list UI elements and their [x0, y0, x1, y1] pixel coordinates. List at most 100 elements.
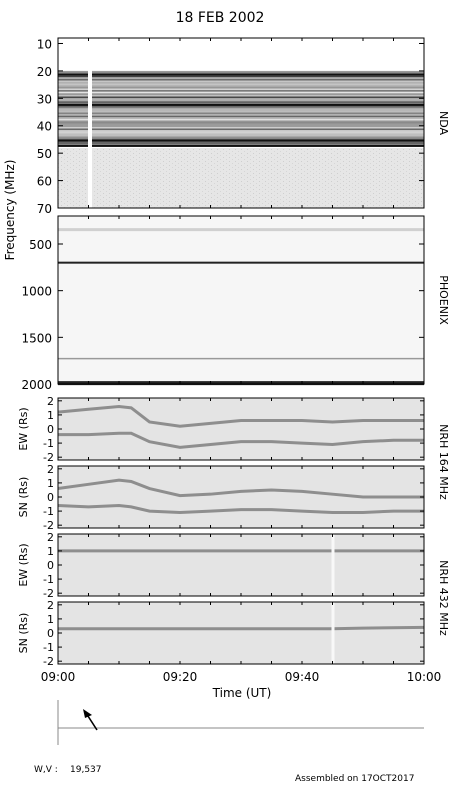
nda-y-tick-label: 50	[37, 147, 52, 161]
nda-stripe	[58, 99, 424, 102]
nrh-y-tick-label: 0	[47, 627, 54, 640]
nda-stripe	[58, 109, 424, 111]
phoenix-band	[58, 228, 424, 232]
nda-stripe	[58, 93, 424, 95]
nrh-432-label: NRH 432 MHz	[437, 560, 450, 636]
nrh-plot-area	[58, 534, 424, 596]
nrh-164-label: NRH 164 MHz	[437, 424, 450, 500]
wv-label: W,V :	[34, 765, 58, 775]
nda-stripe	[58, 122, 424, 124]
nda-stripe	[58, 82, 424, 84]
nda-stripe	[58, 136, 424, 139]
nrh-series-line	[57, 404, 424, 428]
nda-stripe	[58, 128, 424, 131]
nda-stripe	[58, 102, 424, 105]
nrh-y-tick-label: 1	[47, 545, 54, 558]
nrh-event-marker	[331, 534, 335, 596]
time-tick-label: 09:20	[163, 670, 198, 684]
nrh-series-line	[57, 478, 424, 499]
time-tick-label: 10:00	[407, 670, 442, 684]
nda-stripe	[58, 107, 424, 110]
nrh-plot-area	[58, 398, 424, 460]
nda-stripe	[58, 138, 424, 140]
time-tick-label: 09:40	[285, 670, 320, 684]
nrh-axis-label: SN (Rs)	[17, 477, 30, 518]
nda-stripe	[58, 80, 424, 83]
nda-panel: 10 20 30 40 50 60 70 NDA	[37, 37, 450, 216]
nrh-y-tick-label: 1	[47, 477, 54, 490]
time-tick-label: 09:00	[41, 670, 76, 684]
nda-stripe	[58, 115, 424, 118]
nrh-series-line	[58, 431, 424, 449]
nda-dark-line	[58, 73, 424, 76]
phoenix-y-tick-label: 1000	[21, 285, 52, 299]
nrh-y-tick-label: -1	[43, 437, 54, 450]
nrh-y-tick-label: 1	[47, 409, 54, 422]
nda-stripe	[58, 118, 424, 121]
phoenix-y-tick-label: 2000	[21, 378, 52, 392]
time-axis-ticks: 09:00 09:20 09:40 10:00	[41, 38, 442, 684]
nda-stripe	[58, 134, 424, 137]
nda-stripe	[58, 94, 424, 97]
nda-stripe	[58, 106, 424, 108]
nrh-axis-label: EW (Rs)	[17, 407, 30, 450]
nda-stripes	[58, 70, 424, 147]
nrh-y-tick-label: 2	[47, 463, 54, 476]
phoenix-y-tick-label: 1500	[21, 331, 52, 345]
nrh-y-tick-label: -1	[43, 505, 54, 518]
frequency-axis-label: Frequency (MHz)	[3, 160, 17, 261]
nrh-event-marker	[331, 602, 335, 664]
phoenix-y-ticks: 500 1000 1500 2000	[21, 238, 424, 392]
nrh-y-tick-label: 2	[47, 599, 54, 612]
nrh-y-tick-label: 1	[47, 613, 54, 626]
nda-data-gap	[88, 70, 92, 208]
nrh-y-tick-label: -2	[43, 519, 54, 532]
nda-stripe	[58, 72, 424, 75]
phoenix-weak-line	[58, 357, 424, 360]
nrh-y-tick-label: 0	[47, 559, 54, 572]
nda-stripe	[58, 114, 424, 116]
nda-stripe	[58, 131, 424, 134]
phoenix-plot-area	[58, 216, 424, 384]
figure-title: 18 FEB 2002	[176, 10, 265, 26]
nrh-series-line	[58, 625, 425, 631]
nrh-y-tick-label: 0	[47, 491, 54, 504]
phoenix-instrument-label: PHOENIX	[437, 275, 450, 325]
nrh-y-tick-label: 2	[47, 395, 54, 408]
nda-stripe	[58, 141, 424, 143]
nda-stripe	[58, 78, 424, 81]
nda-y-tick-label: 10	[37, 37, 52, 51]
assembled-note: Assembled on 17OCT2017	[295, 774, 414, 784]
nda-dark-line	[58, 139, 424, 142]
nda-stripe	[58, 70, 424, 73]
nda-stripe	[58, 98, 424, 100]
nda-y-tick-label: 70	[37, 202, 52, 216]
nda-stripe	[58, 85, 424, 87]
nrh-y-tick-label: -2	[43, 587, 54, 600]
nda-stripe	[58, 91, 424, 94]
phoenix-panel: 500 1000 1500 2000 PHOENIX	[21, 215, 450, 392]
nda-stripe	[58, 133, 424, 135]
nda-y-tick-label: 40	[37, 120, 52, 134]
nda-stripe	[58, 120, 424, 123]
nda-stripe	[58, 88, 424, 91]
nrh-y-tick-label: -1	[43, 573, 54, 586]
nda-y-ticks: 10 20 30 40 50 60 70	[37, 37, 424, 216]
nda-stripe	[58, 75, 424, 78]
nda-stripe	[58, 123, 424, 126]
nrh-y-tick-label: -1	[43, 641, 54, 654]
nrh-y-tick-label: -2	[43, 655, 54, 668]
nda-stripe	[58, 126, 424, 129]
wv-value: 19,537	[70, 765, 102, 775]
nda-y-tick-label: 30	[37, 92, 52, 106]
nrh-y-tick-label: -2	[43, 451, 54, 464]
nda-stripe	[58, 101, 424, 103]
time-axis-label: Time (UT)	[212, 686, 272, 700]
nda-stripe	[58, 96, 424, 99]
